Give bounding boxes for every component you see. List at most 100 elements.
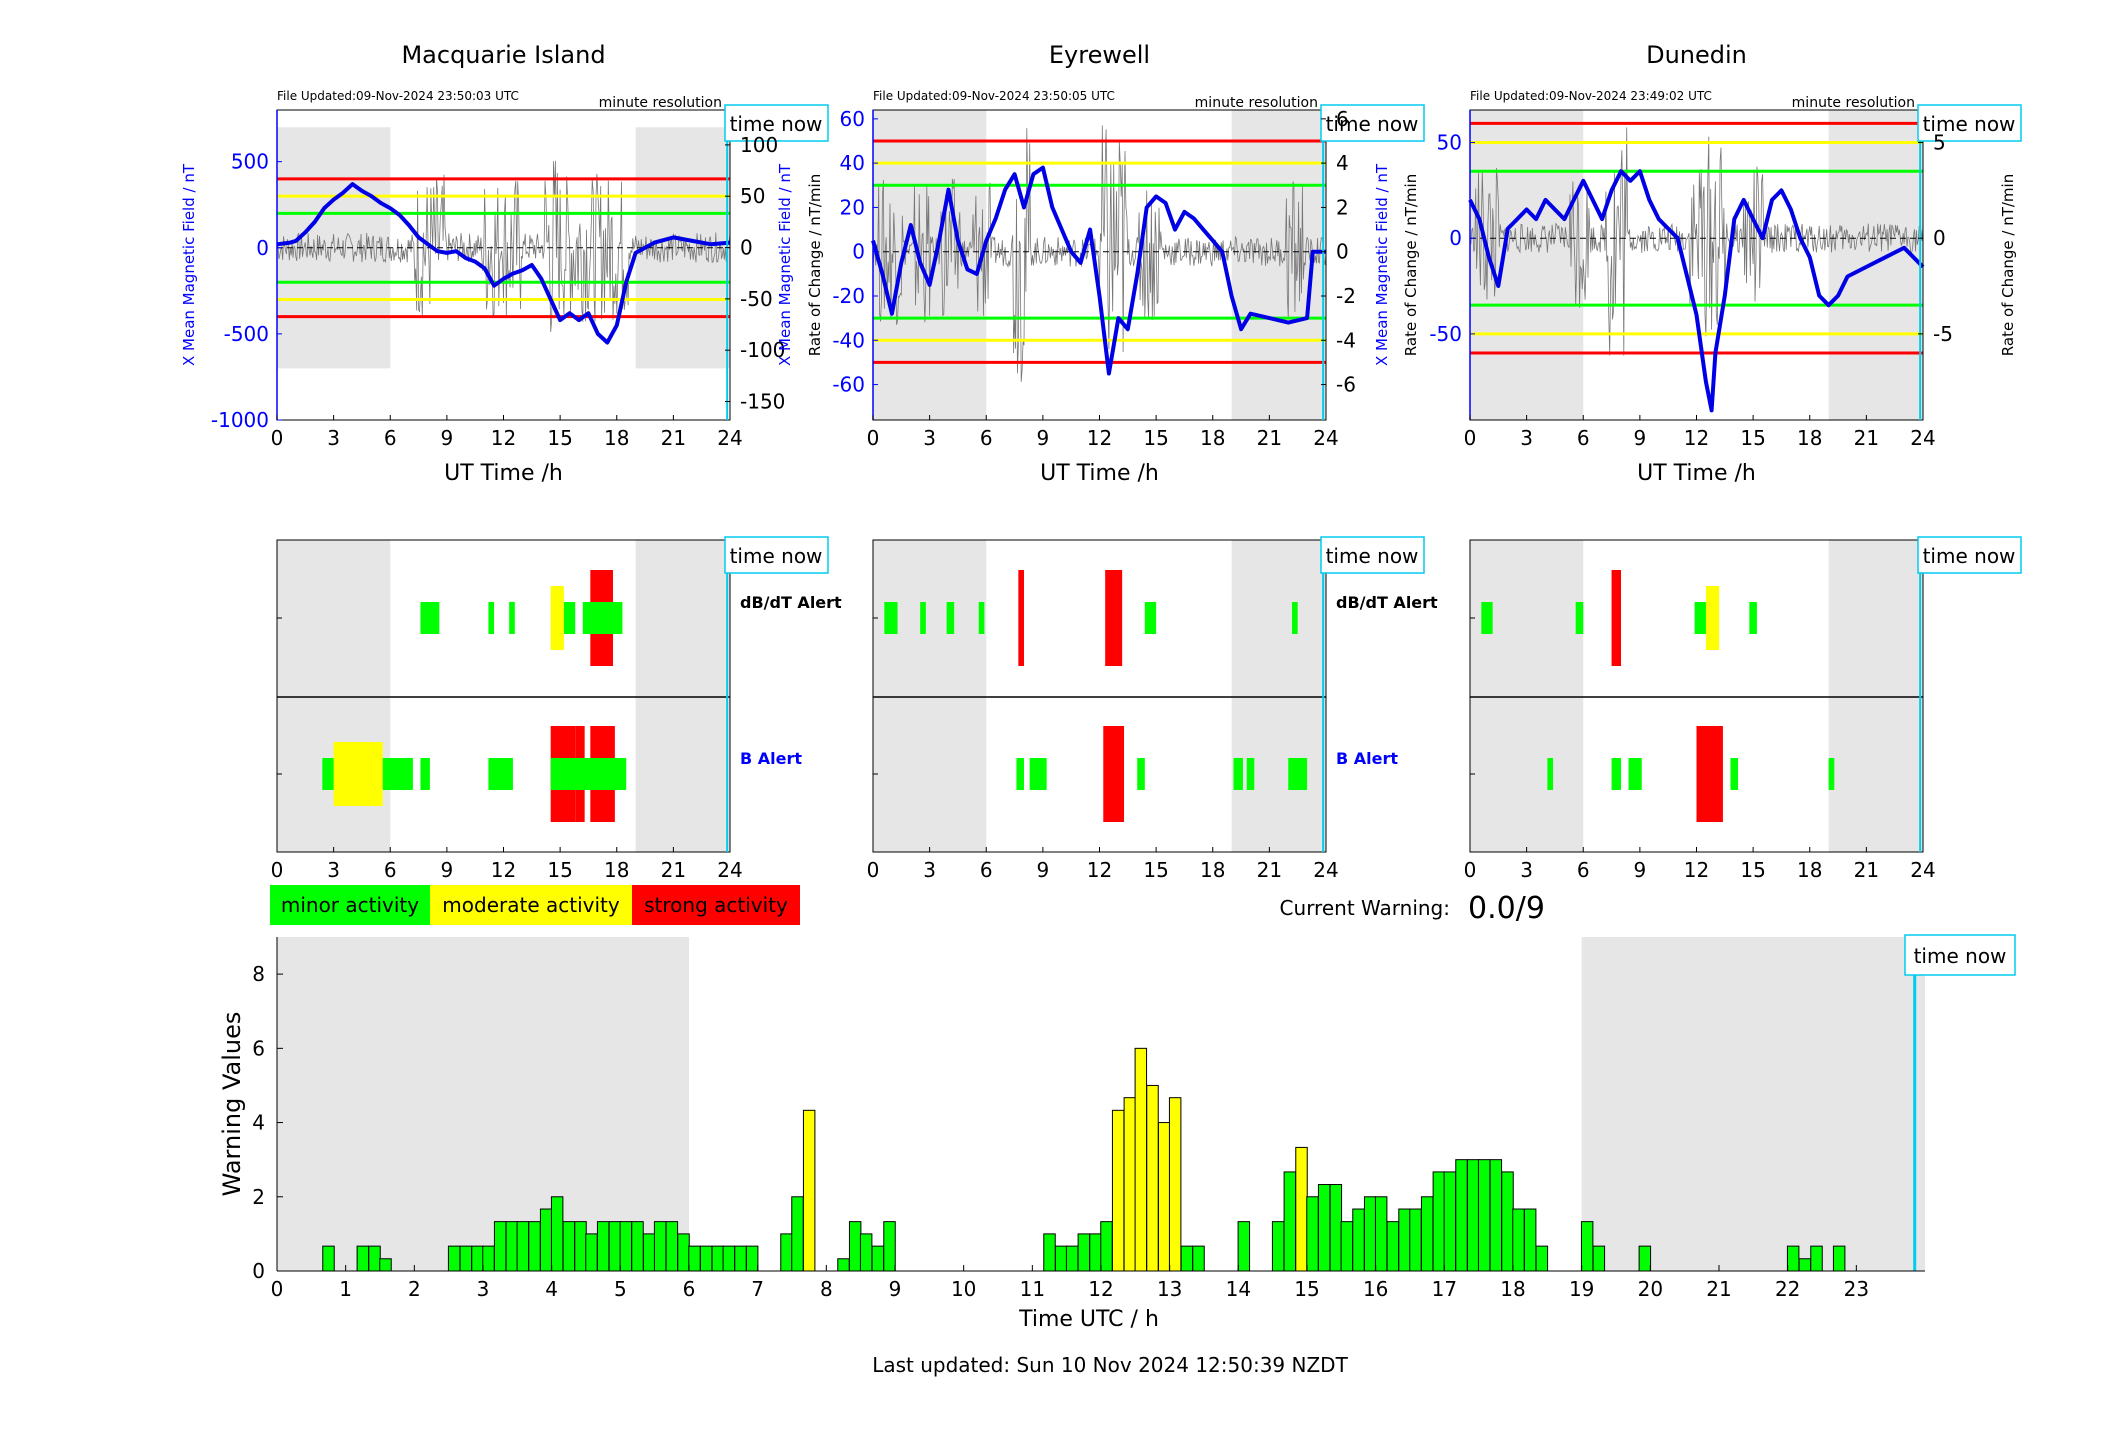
x-tick-label: 19 — [1569, 1277, 1594, 1301]
x-tick-label: 0 — [271, 1277, 284, 1301]
night-shade — [1581, 937, 1925, 1271]
warning-bar — [1100, 1221, 1113, 1272]
b-alert-block — [1828, 758, 1835, 790]
warning-bar — [1798, 1258, 1812, 1272]
x-tick-label: 15 — [1143, 858, 1168, 882]
x-mean-field-curve — [276, 182, 731, 345]
b-alert-block — [1547, 758, 1554, 790]
dbdt-alert-block — [488, 602, 495, 634]
alert-panel: time now dB/dT Alert B Alert 0 3 6 9 12 15 18 21 24 — [271, 536, 842, 882]
b-alert-block — [322, 758, 334, 790]
x-tick-label: 3 — [327, 426, 340, 450]
warning-bar — [791, 1196, 804, 1272]
dbdt-alert-label: dB/dT Alert — [740, 593, 842, 612]
x-mean-field-curve — [871, 165, 1326, 376]
warning-bar — [722, 1245, 736, 1272]
warning-bar — [379, 1258, 392, 1272]
x-tick-label: 12 — [1684, 858, 1709, 882]
b-alert-block — [1628, 758, 1642, 790]
x-tick-label: 3 — [923, 426, 936, 450]
x-tick-label: 9 — [1037, 858, 1050, 882]
warning-bar — [1134, 1047, 1148, 1272]
x-tick-label: 21 — [1257, 858, 1282, 882]
x-tick-label: 22 — [1775, 1277, 1800, 1301]
left-tick-label: 40 — [840, 151, 865, 175]
warning-bar — [677, 1233, 690, 1272]
dbdt-alert-label: dB/dT Alert — [1336, 593, 1438, 612]
b-alert-block — [1233, 758, 1243, 790]
night-shade — [635, 540, 730, 852]
time-now-label: time now — [730, 112, 823, 136]
b-alert-label: B Alert — [740, 749, 802, 768]
y-tick-label: 2 — [252, 1185, 265, 1209]
legend-swatch — [632, 885, 800, 925]
x-tick-label: 18 — [604, 858, 629, 882]
warning-bar — [505, 1221, 519, 1272]
x-tick-label: 6 — [683, 1277, 696, 1301]
b-alert-block — [333, 742, 383, 806]
time-now-box — [724, 536, 829, 574]
x-tick-label: 6 — [1577, 858, 1590, 882]
warning-bar — [1168, 1097, 1182, 1272]
warning-bar — [1455, 1159, 1468, 1272]
warning-bar — [608, 1221, 622, 1272]
x-tick-label: 18 — [1200, 858, 1225, 882]
warning-bar — [1592, 1245, 1606, 1272]
warning-bar — [802, 1109, 816, 1272]
left-tick-label: 60 — [840, 107, 865, 131]
warning-bar — [1043, 1233, 1056, 1272]
x-tick-label: 15 — [547, 426, 572, 450]
right-tick-label: 5 — [1933, 131, 1946, 155]
right-axis-label: Rate of Change / nT/min — [1402, 174, 1420, 356]
warning-bar — [1477, 1159, 1491, 1272]
warning-bar — [1295, 1146, 1308, 1272]
alert-panel: time now 0 3 6 9 12 15 18 21 24 — [1464, 536, 2022, 882]
warning-bar — [699, 1245, 713, 1272]
right-tick-label: 0 — [740, 236, 753, 260]
b-alert-block — [1016, 758, 1024, 790]
warning-bar — [1111, 1109, 1125, 1272]
x-tick-label: 21 — [661, 426, 686, 450]
warning-bar — [482, 1245, 495, 1272]
x-tick-label: 1 — [339, 1277, 352, 1301]
right-tick-label: -6 — [1336, 373, 1356, 397]
x-tick-label: 23 — [1844, 1277, 1869, 1301]
right-axis-label: Rate of Change / nT/min — [806, 174, 824, 356]
warning-bar — [837, 1258, 850, 1272]
warning-bar — [539, 1208, 553, 1272]
x-tick-label: 21 — [1854, 426, 1879, 450]
x-tick-label: 13 — [1157, 1277, 1182, 1301]
warning-bar — [1329, 1184, 1343, 1272]
alert-panels: time now dB/dT Alert B Alert 0 3 6 9 12 15 18 21 24… — [271, 536, 2022, 882]
warning-bar — [780, 1233, 793, 1272]
warning-bar — [1306, 1196, 1319, 1272]
time-now-box — [1320, 536, 1425, 574]
x-tick-label: 9 — [441, 426, 454, 450]
b-alert-block — [1103, 726, 1125, 822]
dbdt-alert-block — [884, 602, 898, 634]
dbdt-alert-block — [1575, 602, 1584, 634]
left-tick-label: 0 — [1449, 226, 1462, 250]
left-tick-label: -1000 — [211, 408, 269, 432]
x-tick-label: 10 — [951, 1277, 976, 1301]
night-shade — [873, 540, 987, 852]
right-tick-label: 100 — [740, 133, 778, 157]
night-shade — [1470, 540, 1584, 852]
warning-bar — [1466, 1159, 1480, 1272]
right-tick-label: -5 — [1933, 322, 1953, 346]
left-tick-label: -20 — [832, 284, 865, 308]
right-axis-label: Rate of Change / nT/min — [1999, 174, 2017, 356]
x-tick-label: 21 — [1257, 426, 1282, 450]
warning-bar — [1146, 1084, 1159, 1272]
warning-bar — [1489, 1159, 1503, 1272]
b-alert-block — [1730, 758, 1739, 790]
dbdt-alert-block — [509, 602, 515, 634]
dbdt-alert-block — [1694, 602, 1706, 634]
warning-bar — [1374, 1196, 1388, 1272]
x-tick-label: 7 — [751, 1277, 764, 1301]
x-axis-label: UT Time /h — [1637, 461, 1756, 486]
warning-bar — [1054, 1245, 1068, 1272]
x-tick-label: 18 — [1797, 426, 1822, 450]
warning-bar — [619, 1221, 633, 1272]
x-tick-label: 24 — [1910, 426, 1935, 450]
